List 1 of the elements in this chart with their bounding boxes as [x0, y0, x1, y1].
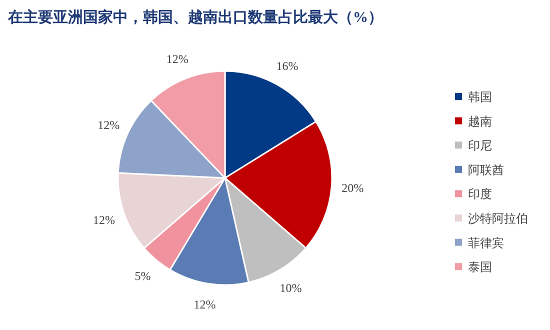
title: 在主要亚洲国家中，韩国、越南出口数量占比最大（%） — [8, 10, 383, 26]
